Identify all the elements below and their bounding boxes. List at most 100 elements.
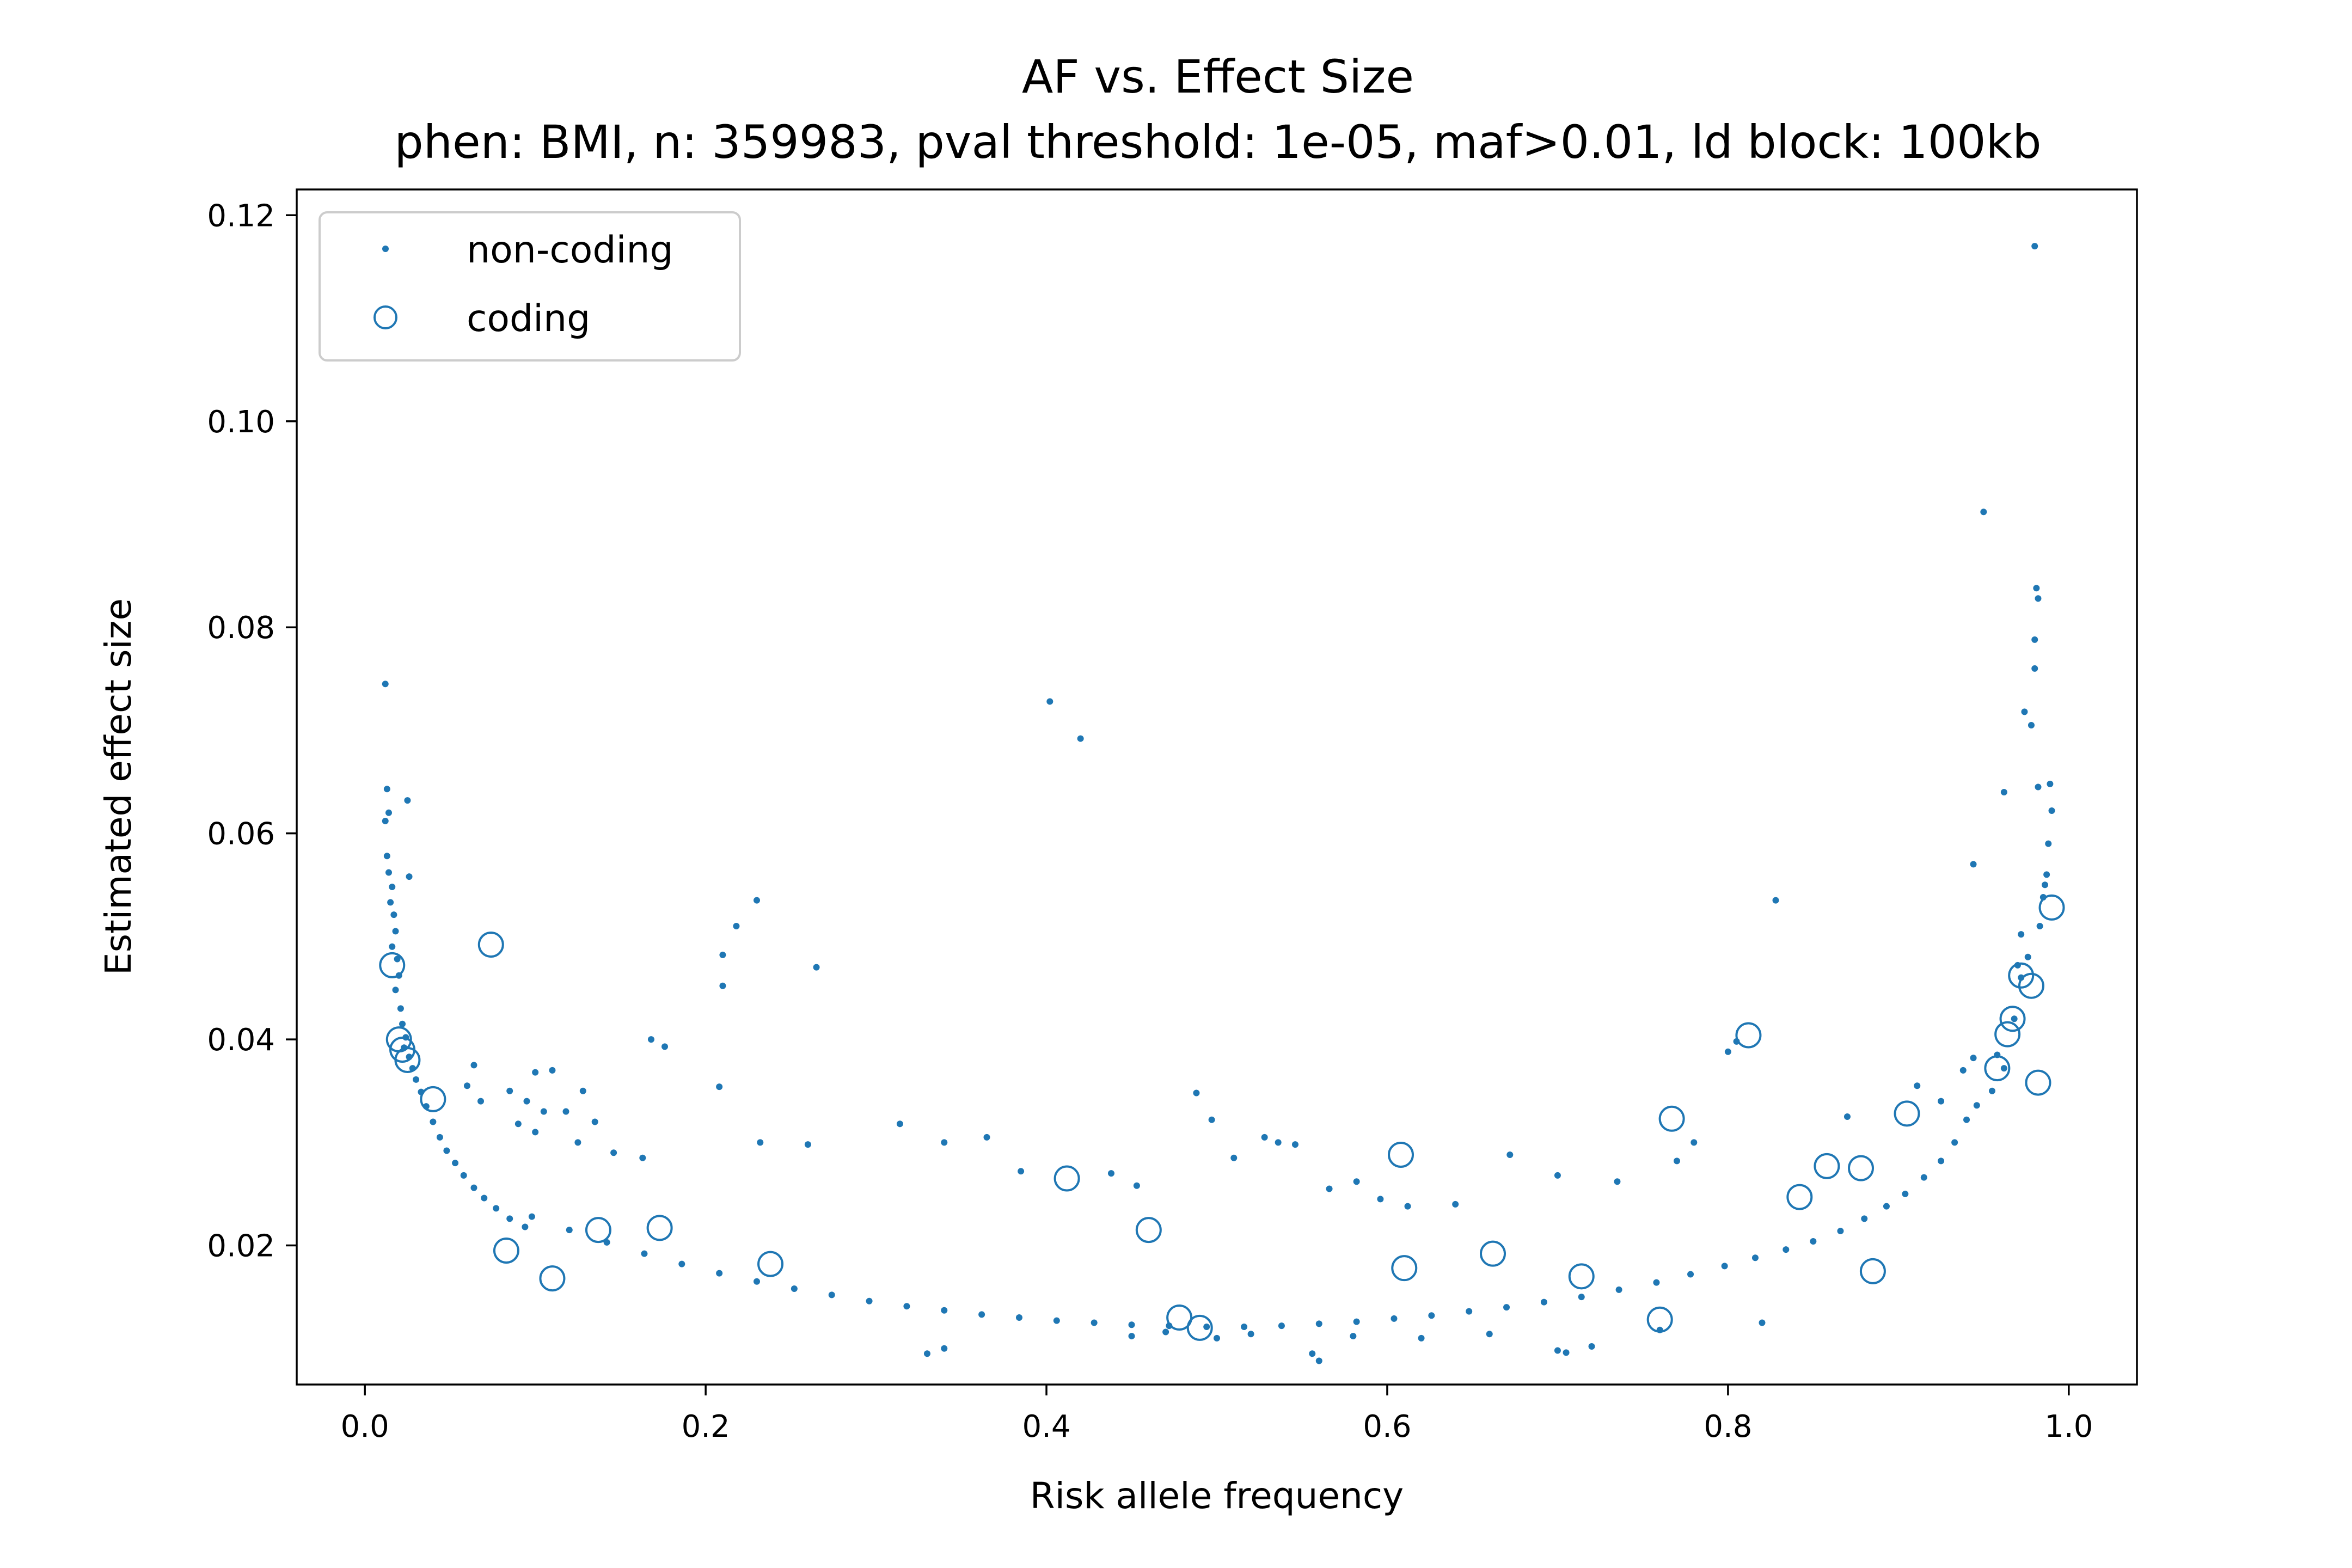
- x-tick-label: 0.6: [1363, 1409, 1411, 1444]
- non-coding-point: [1162, 1328, 1169, 1336]
- non-coding-point: [389, 884, 396, 891]
- non-coding-point: [2035, 783, 2042, 791]
- non-coding-point: [1674, 1157, 1680, 1165]
- non-coding-point: [1690, 1139, 1698, 1146]
- non-coding-point: [1291, 1141, 1298, 1148]
- non-coding-point: [1315, 1320, 1322, 1327]
- non-coding-point: [941, 1139, 948, 1146]
- non-coding-point: [1563, 1349, 1570, 1356]
- coding-point: [1814, 1153, 1840, 1179]
- non-coding-point: [661, 1043, 668, 1050]
- non-coding-point: [1759, 1319, 1766, 1326]
- x-tick-label: 0.8: [1704, 1409, 1752, 1444]
- non-coding-point: [382, 817, 389, 824]
- non-coding-point: [1091, 1319, 1098, 1326]
- x-tick-label: 1.0: [2044, 1409, 2093, 1444]
- non-coding-point: [383, 786, 390, 793]
- y-axis-label: Estimated effect size: [97, 598, 139, 975]
- coding-point: [1186, 1314, 1213, 1341]
- legend-marker-non-coding: [382, 246, 389, 252]
- non-coding-point: [2021, 708, 2028, 715]
- coding-point: [585, 1217, 611, 1244]
- non-coding-point: [514, 1120, 522, 1128]
- non-coding-point: [757, 1139, 764, 1146]
- chart-title: AF vs. Effect Size: [1022, 50, 1414, 103]
- non-coding-point: [1466, 1308, 1473, 1315]
- non-coding-point: [2031, 636, 2038, 643]
- non-coding-point: [1883, 1203, 1890, 1210]
- non-coding-point: [2036, 922, 2043, 929]
- non-coding-point: [1578, 1294, 1585, 1301]
- coding-point: [1894, 1100, 1920, 1127]
- coding-point: [1658, 1105, 1685, 1132]
- x-tick-label: 0.4: [1022, 1409, 1071, 1444]
- non-coding-point: [470, 1184, 477, 1191]
- non-coding-point: [506, 1087, 513, 1094]
- non-coding-point: [804, 1141, 811, 1148]
- non-coding-point: [1837, 1228, 1844, 1235]
- non-coding-point: [1938, 1098, 1945, 1105]
- coding-point: [2018, 972, 2044, 999]
- non-coding-point: [791, 1285, 798, 1293]
- non-coding-point: [716, 1083, 723, 1091]
- non-coding-point: [1077, 735, 1084, 742]
- non-coding-point: [470, 1062, 477, 1069]
- x-axis-ticks: 0.0 0.2 0.4 0.6 0.8 1.0: [341, 1385, 2093, 1444]
- non-coding-point: [523, 1098, 530, 1105]
- non-coding-point: [1452, 1200, 1459, 1208]
- non-coding-point: [1772, 897, 1779, 904]
- non-coding-point: [1309, 1350, 1316, 1357]
- legend-marker-coding: [373, 305, 397, 329]
- non-coding-point: [460, 1172, 467, 1179]
- non-coding-point: [1653, 1279, 1660, 1286]
- non-coding-point: [1554, 1172, 1561, 1179]
- non-coding-point: [1486, 1331, 1493, 1338]
- coding-point: [1994, 1021, 2021, 1048]
- non-coding-point: [1203, 1324, 1210, 1331]
- non-coding-point: [1128, 1321, 1135, 1328]
- coding-point: [1848, 1155, 1874, 1181]
- non-coding-point: [2024, 953, 2031, 960]
- non-coding-point: [1938, 1157, 1945, 1165]
- non-coding-point: [1554, 1347, 1561, 1354]
- non-coding-point: [1208, 1116, 1215, 1123]
- non-coding-point: [1214, 1334, 1220, 1342]
- legend-label-non-coding: non-coding: [467, 229, 673, 272]
- non-coding-point: [1963, 1116, 1970, 1123]
- non-coding-point: [2035, 595, 2042, 602]
- non-coding-point: [1107, 1170, 1114, 1177]
- non-coding-point: [528, 1213, 535, 1220]
- non-coding-point: [477, 1098, 484, 1105]
- non-coding-point: [2033, 585, 2040, 592]
- non-coding-point: [532, 1129, 539, 1136]
- non-coding-point: [941, 1345, 948, 1352]
- plot-points: [379, 243, 2065, 1364]
- non-coding-point: [404, 797, 411, 804]
- non-coding-point: [413, 1076, 420, 1083]
- non-coding-point: [1810, 1238, 1817, 1245]
- non-coding-point: [1920, 1174, 1927, 1181]
- non-coding-point: [2043, 871, 2050, 878]
- non-coding-point: [923, 1350, 930, 1357]
- non-coding-point: [493, 1205, 500, 1212]
- non-coding-point: [591, 1118, 598, 1125]
- legend-box: [318, 211, 741, 362]
- non-coding-point: [1428, 1312, 1435, 1319]
- non-coding-point: [1588, 1343, 1595, 1350]
- non-coding-point: [1914, 1082, 1921, 1089]
- coding-point: [2025, 1069, 2051, 1096]
- coding-point: [1388, 1142, 1414, 1168]
- non-coding-point: [1970, 1055, 1977, 1062]
- non-coding-point: [719, 982, 726, 989]
- non-coding-point: [1970, 861, 1977, 868]
- non-coding-point: [452, 1160, 459, 1167]
- non-coding-point: [1241, 1324, 1248, 1331]
- non-coding-point: [540, 1108, 547, 1115]
- non-coding-point: [1980, 509, 1987, 516]
- coding-point: [1391, 1255, 1418, 1282]
- y-tick-label: 0.10: [207, 405, 275, 440]
- non-coding-point: [1315, 1357, 1322, 1364]
- non-coding-point: [1951, 1139, 1958, 1146]
- non-coding-point: [2000, 1065, 2007, 1072]
- coding-point: [1735, 1022, 1762, 1049]
